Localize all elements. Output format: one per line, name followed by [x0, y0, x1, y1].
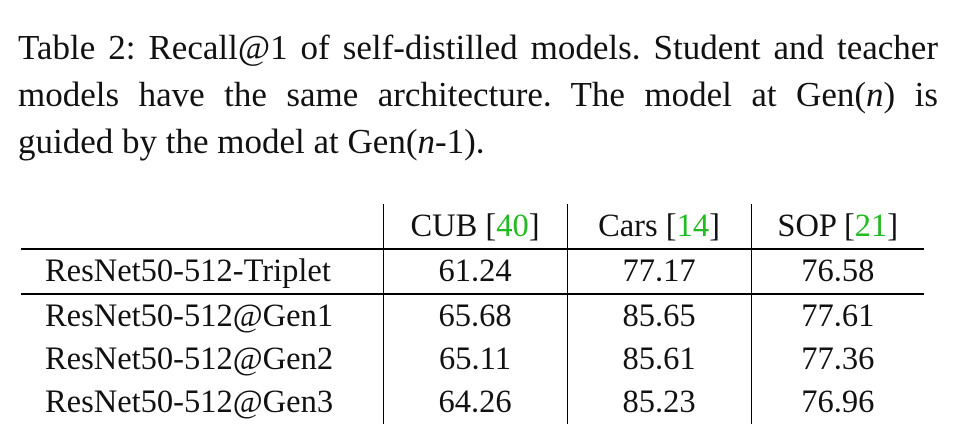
row-model-name: ResNet50-512-Triplet [21, 249, 383, 295]
header-sop-label: SOP [777, 207, 836, 244]
table-row: ResNet50-512@Gen1 65.68 85.65 77.61 [21, 294, 924, 338]
results-table: CUB [40] Cars [14] SOP [21] ResNet50-512… [21, 204, 924, 424]
cell-cub-best: 65.68 [382, 294, 567, 338]
caption-var-n1: n [866, 75, 884, 114]
cub-citation-link[interactable]: 40 [496, 207, 529, 244]
header-cars: Cars [14] [566, 204, 751, 250]
header-empty-cell [21, 204, 383, 250]
row-model-name: ResNet50-512@Gen3 [45, 384, 334, 420]
caption-text-1: Table 2: Recall@1 of self-distilled mode… [18, 28, 938, 114]
table-row: ResNet50-512@Gen2 65.11 85.61 77.36 [21, 338, 924, 381]
cell-cars: 77.17 [566, 249, 751, 295]
header-row: CUB [40] Cars [14] SOP [21] [21, 204, 924, 250]
table-row: ResNet50-512@Gen3 64.26 85.23 76.96 [21, 381, 924, 424]
header-cub-label: CUB [410, 207, 478, 244]
cars-citation-link[interactable]: 14 [676, 207, 710, 244]
cell-cub: 64.26 [382, 381, 567, 424]
caption-var-n2: n [417, 122, 435, 161]
cell-cars: 85.23 [566, 381, 751, 424]
cell-sop: 76.96 [750, 381, 924, 424]
sop-citation-link[interactable]: 21 [854, 207, 888, 244]
row-model-name: ResNet50-512@Gen2 [45, 341, 334, 377]
cell-sop: 76.58 [750, 249, 924, 295]
cell-cub: 61.24 [382, 249, 567, 295]
header-sop: SOP [21] [750, 204, 924, 250]
cell-cars: 85.61 [566, 338, 751, 381]
cell-cub: 65.11 [382, 338, 567, 381]
caption-text-2: ) is guided by the model at Gen( [18, 75, 939, 161]
cell-sop-best: 77.61 [750, 294, 924, 338]
table-row: ResNet50-512-Triplet 61.24 77.17 76.58 [21, 249, 924, 295]
cell-sop: 77.36 [750, 338, 924, 381]
header-cub: CUB [40] [382, 204, 567, 250]
caption-text-3: -1). [434, 122, 485, 161]
header-cars-label: Cars [598, 207, 658, 244]
table-caption: Table 2: Recall@1 of self-distilled mode… [18, 24, 938, 165]
cell-cars-best: 85.65 [566, 294, 751, 338]
row-model-name: ResNet50-512@Gen1 [45, 298, 334, 334]
